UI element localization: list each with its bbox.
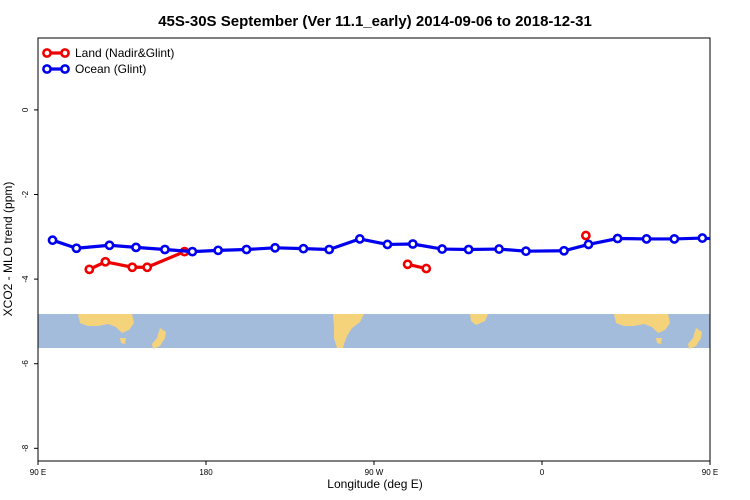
- data-point: [580, 230, 591, 241]
- x-axis-label: Longitude (deg E): [327, 477, 422, 491]
- data-point: [559, 245, 569, 256]
- data-point: [402, 259, 413, 270]
- australia-landmass-repeat: [614, 314, 670, 333]
- x-tick-label: 90 E: [30, 468, 46, 477]
- tasmania-landmass-repeat: [656, 338, 662, 344]
- x-tick-label: 0: [540, 468, 545, 477]
- africa-landmass: [470, 314, 488, 325]
- data-point: [407, 239, 418, 249]
- data-point: [213, 245, 224, 256]
- legend-swatch-marker: [60, 48, 70, 58]
- data-point: [84, 264, 95, 275]
- legend-swatch-marker: [42, 64, 52, 74]
- data-point: [104, 240, 115, 251]
- south-america-landmass: [333, 314, 364, 348]
- y-tick-label: -2: [21, 190, 30, 198]
- ocean-band: [38, 314, 710, 348]
- x-tick-label: 180: [199, 468, 213, 477]
- data-point: [71, 243, 82, 254]
- y-tick-label: 0: [21, 107, 30, 112]
- legend-swatch-marker: [42, 48, 52, 58]
- legend-label: Land (Nadir&Glint): [75, 46, 174, 60]
- data-point: [100, 256, 111, 267]
- data-point: [187, 246, 198, 257]
- data-point: [241, 244, 252, 255]
- tasmania-landmass: [120, 338, 126, 344]
- data-point: [47, 235, 58, 246]
- y-axis: 0 -2 -4 -6 -8: [21, 107, 38, 452]
- data-point: [270, 242, 280, 253]
- data-point: [641, 234, 652, 244]
- data-point: [741, 265, 748, 272]
- legend: Land (Nadir&Glint) Ocean (Glint): [42, 46, 174, 76]
- data-point: [494, 244, 504, 254]
- data-point: [421, 263, 432, 274]
- x-tick-label: 90 E: [702, 468, 718, 477]
- series-ocean: [47, 233, 732, 257]
- australia-landmass: [78, 314, 134, 333]
- new-zealand-landmass-repeat: [688, 328, 702, 349]
- world-map-strip: [38, 314, 710, 349]
- series-land: [84, 230, 750, 275]
- data-point: [725, 236, 732, 243]
- series-layer: [47, 230, 750, 275]
- legend-swatch-marker: [60, 64, 70, 74]
- data-point: [583, 239, 594, 250]
- data-point: [697, 233, 708, 243]
- x-tick-label: 90 W: [365, 468, 384, 477]
- data-point: [142, 262, 153, 273]
- data-point: [127, 262, 138, 273]
- new-zealand-landmass: [152, 328, 166, 349]
- data-point: [324, 244, 335, 255]
- chart-title: 45S-30S September (Ver 11.1_early) 2014-…: [158, 13, 592, 30]
- data-point: [463, 244, 474, 255]
- y-tick-label: -8: [21, 444, 30, 452]
- legend-label: Ocean (Glint): [75, 62, 146, 76]
- data-point: [298, 243, 309, 254]
- data-point: [131, 242, 141, 253]
- data-point: [437, 244, 448, 254]
- data-point: [521, 246, 531, 257]
- data-point: [612, 233, 623, 244]
- y-axis-label: XCO2 - MLO trend (ppm): [1, 182, 15, 317]
- data-point: [382, 239, 393, 250]
- data-point: [669, 234, 680, 244]
- y-tick-label: -6: [21, 360, 30, 368]
- data-point: [354, 234, 365, 244]
- data-point: [160, 244, 170, 255]
- series-line: [745, 252, 750, 269]
- y-tick-label: -4: [21, 275, 30, 283]
